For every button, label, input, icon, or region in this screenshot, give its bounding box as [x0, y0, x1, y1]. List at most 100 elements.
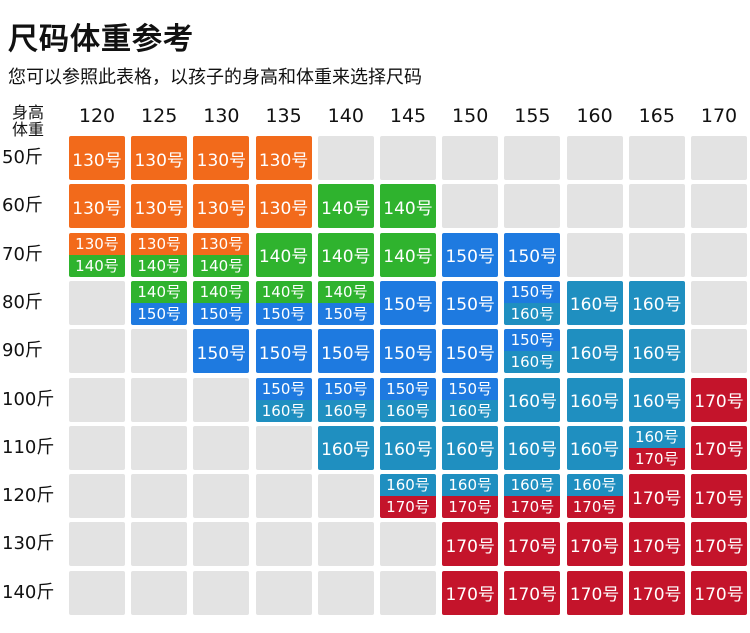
size-cell: 170号 [442, 570, 499, 615]
size-label: 170号 [504, 570, 561, 615]
size-label: 160号 [504, 425, 561, 470]
size-cell: 160号 [504, 377, 561, 422]
empty-cell [504, 136, 561, 180]
size-label: 130号 [193, 232, 250, 255]
empty-cell [691, 232, 747, 277]
empty-cell [442, 184, 499, 229]
empty-cell [69, 329, 125, 374]
empty-cell [193, 377, 250, 422]
size-label: 150号 [442, 329, 499, 374]
size-cell: 140号 [317, 232, 374, 277]
size-label: 170号 [566, 570, 623, 615]
size-cell: 150号 160号 [255, 377, 312, 422]
height-header: 130 [203, 105, 240, 127]
size-cell: 130号 [255, 136, 312, 180]
size-cell: 140号 150号 [255, 280, 312, 325]
size-label: 170号 [691, 570, 747, 615]
size-label: 150号 [380, 280, 436, 325]
height-header: 160 [576, 105, 613, 127]
empty-cell [69, 425, 125, 470]
weight-header: 140斤 [2, 581, 55, 603]
size-label: 130号 [69, 184, 125, 229]
page-title: 尺码体重参考 [8, 22, 194, 57]
empty-cell [691, 280, 747, 325]
size-cell: 170号 [442, 522, 499, 567]
size-label: 160号 [566, 474, 623, 497]
size-label: 150号 [131, 302, 188, 325]
empty-cell [193, 474, 250, 519]
empty-cell [69, 522, 125, 567]
size-label: 130号 [255, 184, 312, 229]
size-label: 130号 [193, 184, 250, 229]
size-label: 140号 [131, 280, 188, 303]
size-cell: 150号 [442, 329, 499, 374]
size-cell: 170号 [504, 522, 561, 567]
height-header: 165 [638, 105, 675, 127]
weight-header: 110斤 [2, 436, 55, 458]
empty-cell [628, 232, 685, 277]
weight-header: 70斤 [2, 243, 43, 265]
size-label: 160号 [628, 377, 685, 422]
size-cell: 170号 [691, 474, 747, 519]
empty-cell [131, 522, 188, 567]
size-cell: 160号 170号 [380, 474, 436, 519]
size-label: 160号 [504, 302, 561, 325]
size-label: 150号 [504, 232, 561, 277]
size-label: 140号 [380, 184, 436, 229]
size-cell: 140号 150号 [131, 280, 188, 325]
empty-cell [628, 136, 685, 180]
weight-header: 90斤 [2, 340, 43, 362]
size-cell: 170号 [566, 522, 623, 567]
height-header: 170 [700, 105, 738, 127]
size-cell: 130号 140号 [193, 232, 250, 277]
size-cell: 170号 [504, 570, 561, 615]
size-label: 150号 [317, 302, 374, 325]
size-cell: 140号 [380, 232, 436, 277]
empty-cell [193, 522, 250, 567]
empty-cell [131, 377, 188, 422]
size-cell: 170号 [691, 425, 747, 470]
height-header: 125 [141, 105, 178, 127]
weight-header: 120斤 [2, 485, 55, 507]
weight-header: 130斤 [2, 533, 55, 555]
height-header: 150 [452, 105, 489, 127]
size-label: 150号 [380, 377, 436, 400]
size-label: 160号 [504, 377, 561, 422]
size-label: 160号 [380, 425, 436, 470]
size-label: 140号 [255, 280, 312, 303]
size-label: 170号 [628, 522, 685, 567]
size-cell: 150号 160号 [504, 329, 561, 374]
size-label: 150号 [380, 329, 436, 374]
empty-cell [69, 377, 125, 422]
size-cell: 160号 [442, 425, 499, 470]
size-cell: 170号 [691, 570, 747, 615]
size-cell: 160号 170号 [504, 474, 561, 519]
size-cell: 160号 [566, 329, 623, 374]
size-label: 140号 [380, 232, 436, 277]
empty-cell [69, 474, 125, 519]
size-label: 150号 [255, 377, 312, 400]
size-label: 170号 [628, 447, 685, 470]
size-label: 130号 [69, 136, 125, 180]
size-label: 130号 [131, 232, 188, 255]
corner-height-label: 身高 [11, 103, 44, 122]
size-label: 150号 [442, 377, 499, 400]
size-cell: 170号 [628, 522, 685, 567]
size-cell: 150号 160号 [380, 377, 436, 422]
size-cell: 160号 [628, 377, 685, 422]
empty-cell [691, 184, 747, 229]
size-cell: 150号 [380, 280, 436, 325]
size-cell: 160号 [317, 425, 374, 470]
size-label: 140号 [193, 280, 250, 303]
weight-header: 50斤 [2, 147, 43, 168]
empty-cell [566, 184, 623, 229]
size-label: 150号 [193, 302, 250, 325]
size-label: 170号 [691, 425, 747, 470]
size-label: 140号 [317, 184, 374, 229]
empty-cell [691, 136, 747, 180]
empty-cell [380, 570, 436, 615]
size-cell: 130号 140号 [69, 232, 125, 277]
size-cell: 160号 [504, 425, 561, 470]
size-label: 170号 [628, 474, 685, 519]
size-label: 160号 [628, 280, 685, 325]
